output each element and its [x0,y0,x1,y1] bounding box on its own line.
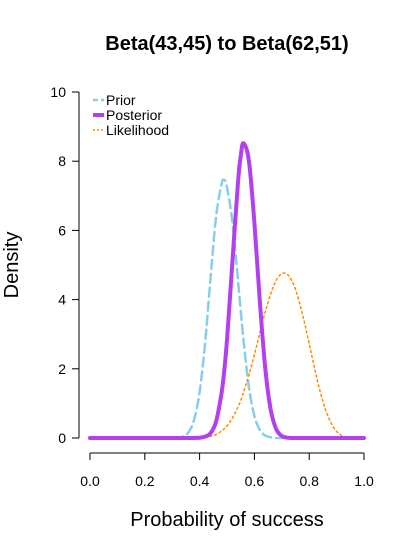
y-tick-label: 10 [50,84,66,100]
legend-label-posterior: Posterior [106,107,162,123]
legend-label-likelihood: Likelihood [106,122,169,138]
x-axis-label: Probability of success [130,509,323,531]
y-tick-label: 2 [58,361,66,377]
chart-title: Beta(43,45) to Beta(62,51) [105,33,348,55]
x-tick-label: 0.6 [245,473,265,489]
y-axis: 0 2 4 6 8 10 [50,84,80,446]
x-tick-label: 0.2 [135,473,155,489]
y-tick-label: 6 [58,222,66,238]
y-axis-label: Density [1,232,23,299]
y-tick-label: 8 [58,153,66,169]
x-axis: 0.0 0.2 0.4 0.6 0.8 1.0 [80,452,374,489]
y-tick-label: 4 [58,292,66,308]
series-line-likelihood [89,272,365,439]
series-line-posterior [88,141,366,441]
x-tick-label: 1.0 [354,473,374,489]
legend-label-prior: Prior [106,92,136,108]
x-tick-label: 0.8 [299,473,319,489]
plot-area [88,141,366,441]
x-tick-label: 0.0 [80,473,100,489]
y-tick-label: 0 [58,430,66,446]
x-tick-label: 0.4 [190,473,210,489]
